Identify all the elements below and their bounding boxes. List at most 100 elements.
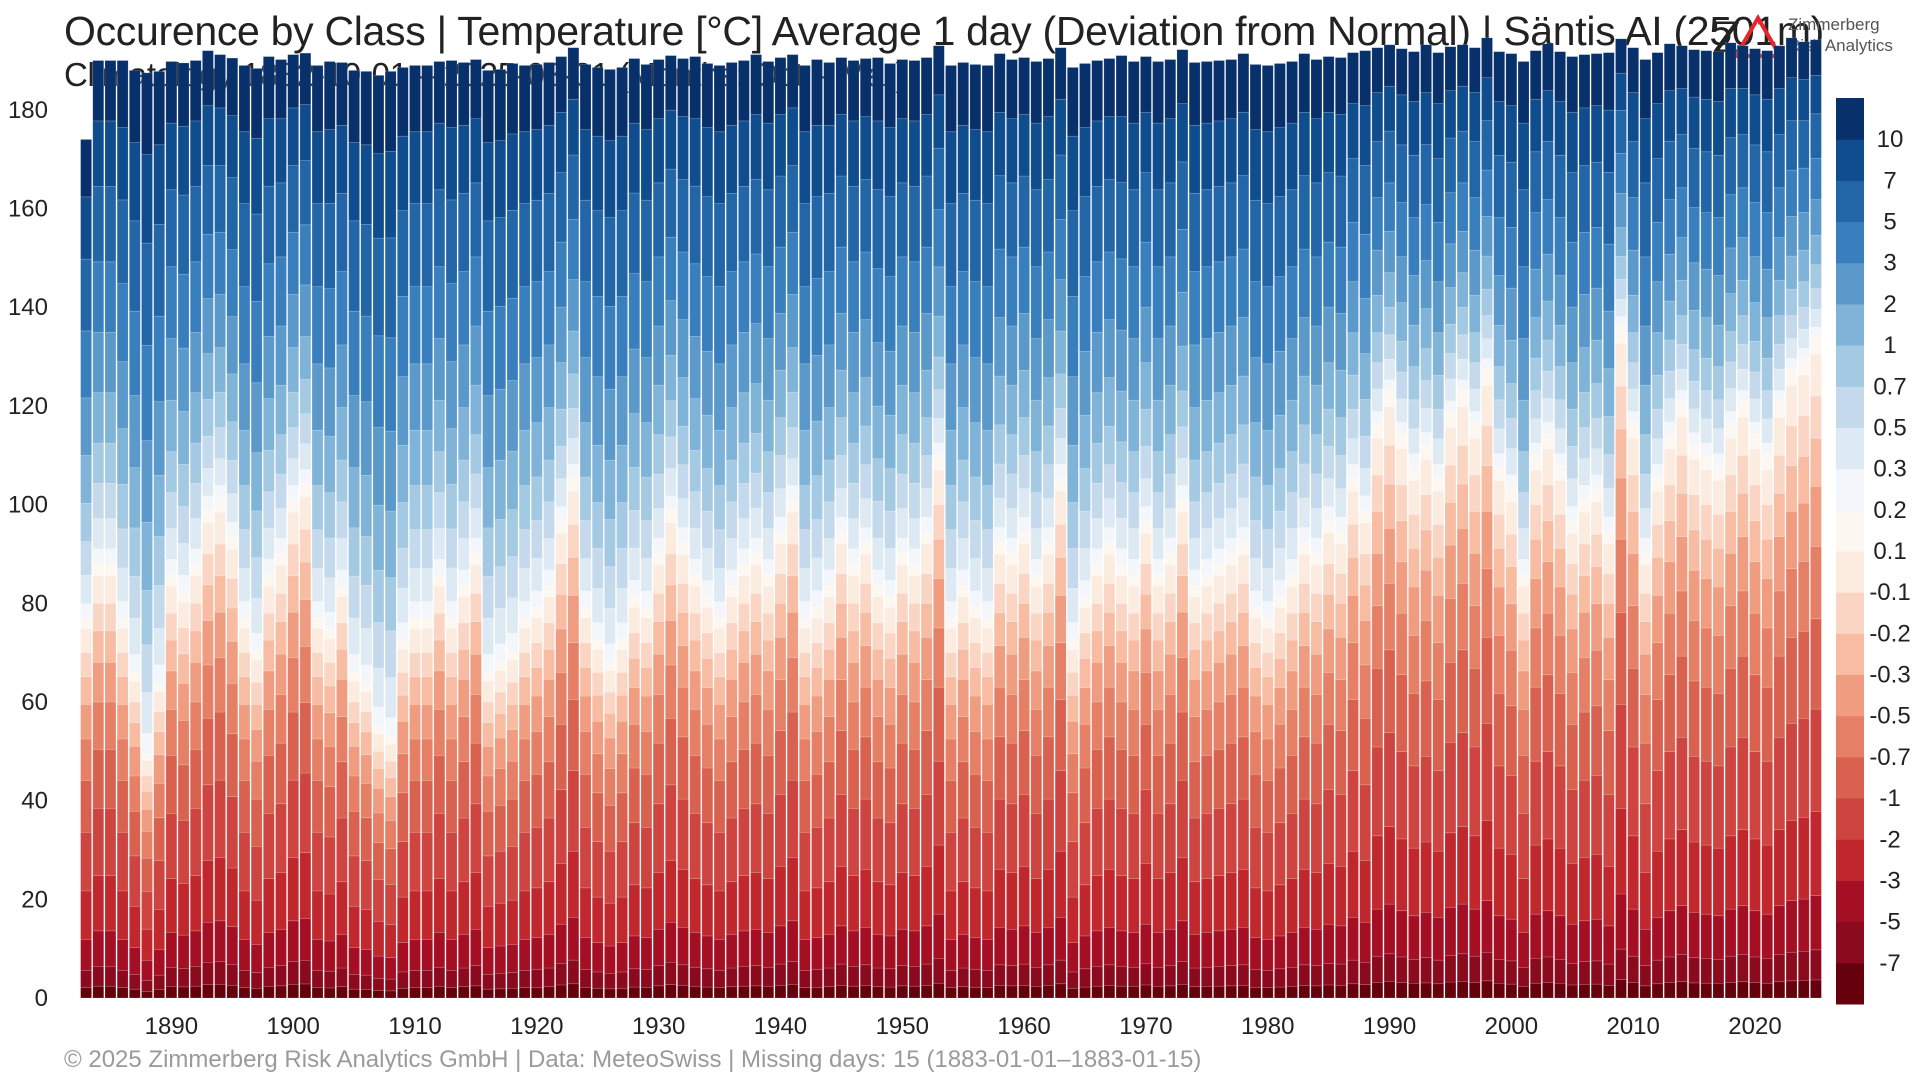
bar-segment [1030, 639, 1043, 672]
bar-segment [1542, 448, 1554, 486]
bar-segment [1152, 986, 1164, 999]
bar-segment [1542, 43, 1554, 91]
bar-segment [1615, 38, 1627, 74]
bar-segment [141, 72, 153, 155]
bar-segment [1310, 59, 1323, 120]
bar-segment [640, 357, 653, 423]
bar-segment [445, 652, 458, 678]
bar-segment [567, 917, 580, 961]
bar-segment [847, 985, 860, 999]
bar-segment [433, 585, 446, 614]
bar-segment [1079, 468, 1091, 512]
bar-segment [1310, 508, 1323, 539]
bar-segment [823, 622, 835, 650]
bar-segment [129, 701, 141, 723]
bar-segment [1298, 424, 1311, 465]
bar-segment [884, 884, 896, 937]
bar-segment [896, 473, 909, 509]
bar-segment [263, 639, 275, 672]
bar-segment [92, 548, 105, 565]
bar-segment [872, 678, 884, 718]
bar-segment [141, 590, 153, 646]
bar-segment [786, 984, 799, 999]
bar-segment [141, 692, 153, 734]
bar-segment [628, 466, 641, 511]
bar-segment [1408, 693, 1420, 767]
bar-segment [1469, 47, 1481, 94]
bar-segment [1054, 850, 1067, 918]
bar-segment [494, 566, 507, 609]
bar-segment [129, 905, 141, 948]
bar-segment [214, 511, 226, 545]
bar-segment [1578, 984, 1591, 999]
bar-segment [153, 224, 165, 317]
bar-segment [360, 860, 373, 910]
bar-segment [189, 331, 202, 393]
bar-segment [299, 160, 312, 226]
bar-segment [652, 256, 665, 327]
bar-segment [1651, 463, 1664, 478]
bar-segment [323, 203, 336, 289]
bar-segment [116, 199, 129, 284]
bar-segment [1042, 798, 1055, 870]
bar-segment [1469, 411, 1481, 423]
bar-segment [579, 476, 592, 521]
bar-segment [1554, 465, 1566, 481]
bar-segment [1529, 418, 1542, 444]
bar-segment [129, 653, 141, 673]
bar-segment [445, 738, 458, 781]
bar-segment [482, 974, 494, 990]
bar-segment [1188, 192, 1201, 272]
bar-segment [1469, 249, 1481, 296]
bar-segment [1688, 982, 1700, 999]
bar-segment [1627, 422, 1639, 439]
bar-segment [1383, 334, 1396, 360]
bar-segment [689, 585, 701, 614]
bar-segment [1615, 704, 1627, 809]
bar-segment [518, 738, 531, 781]
bar-segment [494, 459, 507, 520]
bar-segment [250, 510, 263, 558]
bar-segment [1383, 130, 1396, 184]
bar-segment [908, 985, 921, 999]
bar-segment [543, 967, 555, 988]
bar-segment [1006, 118, 1018, 184]
bar-segment [506, 209, 519, 299]
bar-segment [799, 617, 811, 629]
bar-segment [1054, 47, 1067, 100]
bar-segment [604, 737, 616, 769]
bar-segment [153, 817, 165, 861]
bar-segment [470, 182, 482, 258]
bar-segment [323, 836, 336, 895]
bar-segment [1481, 120, 1493, 171]
bar-segment [80, 397, 92, 456]
bar-segment [1724, 908, 1737, 957]
bar-segment [494, 643, 507, 662]
bar-segment [1298, 798, 1311, 870]
bar-segment [275, 694, 287, 744]
bar-segment [1164, 325, 1177, 386]
bar-segment [1663, 910, 1676, 958]
bar-segment [1700, 418, 1713, 444]
bar-segment [1420, 260, 1432, 309]
bar-segment [238, 831, 251, 892]
bar-segment [1481, 255, 1493, 290]
bar-segment [640, 64, 653, 130]
x-axis: 1890 1900 1910 1920 1930 1940 1950 1960 1970 1980… [145, 1013, 1782, 1040]
bar-segment [397, 792, 409, 842]
bar-segment [287, 920, 299, 962]
bar-segment [311, 203, 324, 287]
bar-segment [1127, 755, 1140, 814]
bar-segment [543, 622, 555, 650]
bar-segment [774, 455, 787, 489]
bar-segment [275, 325, 287, 386]
bar-segment [287, 107, 299, 166]
bar-segment [421, 970, 433, 988]
bar-segment [1773, 954, 1786, 983]
bar-segment [1383, 583, 1396, 651]
bar-segment [141, 440, 153, 523]
bar-segment [1627, 47, 1639, 94]
bar-segment [1347, 595, 1359, 644]
bar-segment [1554, 480, 1566, 515]
